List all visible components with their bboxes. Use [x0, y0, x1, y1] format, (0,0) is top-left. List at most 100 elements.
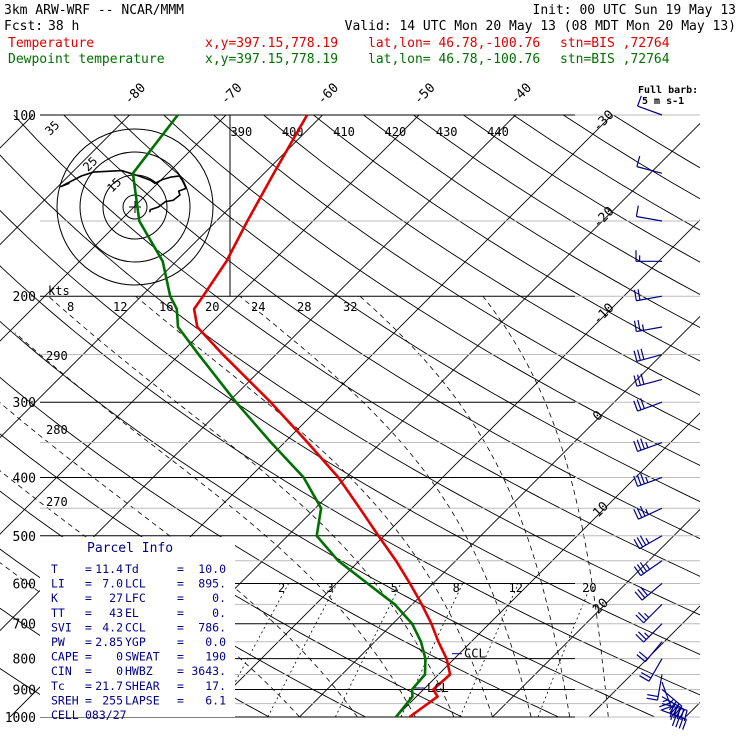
theta-label-top: 440: [487, 125, 509, 139]
parcel-value: 0: [116, 664, 123, 678]
parcel-value: 2.85: [95, 635, 123, 649]
wind-barb-half: [645, 537, 650, 544]
parcel-key: T: [51, 562, 58, 576]
wind-barb-half: [645, 508, 649, 515]
wind-barb-staff: [644, 641, 663, 663]
mixing-ratio-line: [537, 583, 593, 717]
parcel-eq: =: [85, 577, 92, 591]
dry-adiabat: [563, 115, 700, 200]
wind-barb: [635, 250, 662, 262]
parcel-value: 0.: [212, 606, 226, 620]
theta-label-top: 390: [231, 125, 253, 139]
isotherm: [685, 701, 700, 717]
isotherm: [395, 412, 700, 717]
parcel-key: LFC: [125, 591, 146, 605]
parcel-eq: =: [177, 693, 184, 707]
dry-adiabat: [413, 115, 700, 296]
wind-barb-full: [640, 586, 649, 596]
wind-barb-full: [637, 631, 647, 640]
theta-label-left: 280: [46, 423, 68, 437]
parcel-value: 0.: [212, 591, 226, 605]
wind-barb-staff: [636, 215, 663, 222]
legend-temperature-latlon: lat,lon= 46.78,-100.76: [368, 36, 540, 51]
pressure-label-800: 800: [13, 653, 36, 668]
wind-barb-staff: [636, 295, 663, 302]
wind-barb-full: [675, 707, 682, 718]
parcel-eq: =: [85, 591, 92, 605]
parcel-value: 11.4: [95, 562, 123, 576]
parcel-key: CAPE: [51, 650, 79, 664]
wind-barb-full: [637, 319, 641, 332]
parcel-eq: =: [85, 562, 92, 576]
wind-barb-full: [637, 289, 641, 301]
wind-barb: [633, 348, 663, 362]
parcel-value: 083/27: [85, 708, 127, 722]
parcel-value: 43: [109, 606, 123, 620]
wind-barb-full: [640, 348, 645, 360]
wind-barb-full: [635, 633, 645, 643]
isotherm: [0, 115, 227, 342]
mixing-ratio-label: 20: [582, 581, 596, 595]
parcel-eq: =: [177, 620, 184, 634]
wind-barb: [637, 95, 663, 116]
isotherm: [0, 115, 323, 439]
wind-barb-full: [633, 508, 639, 520]
parcel-value: 0: [116, 650, 123, 664]
parcel-key: CELL: [51, 708, 79, 722]
parcel-eq: =: [177, 679, 184, 693]
wind-barbs: [633, 95, 688, 730]
parcel-value: 255: [102, 693, 123, 707]
mixing-ratio-label: 3: [327, 581, 334, 595]
isotherm: [202, 219, 700, 717]
level-marker-lcl: LCL: [427, 681, 449, 695]
legend-temperature-stn: stn=BIS ,72764: [560, 36, 670, 51]
legend-dewpoint: Dewpoint temperature: [8, 52, 165, 67]
wind-barb-half: [662, 699, 669, 703]
wind-barb-half: [645, 441, 649, 448]
dry-adiabat: [513, 115, 700, 231]
wind-barb: [636, 155, 663, 174]
wind-barb-staff: [639, 535, 663, 550]
parcel-eq: =: [85, 693, 92, 707]
init-time: Init: 00 UTC Sun 19 May 13: [533, 3, 737, 18]
parcel-value: 0.0: [205, 635, 226, 649]
wind-barb-full: [633, 440, 639, 452]
wind-barb-full: [633, 475, 639, 487]
parcel-key: CCL: [125, 620, 146, 634]
isotherm-label: -70: [218, 81, 245, 108]
parcel-key: CIN: [51, 664, 72, 678]
parcel-key: PW: [51, 635, 65, 649]
isotherm: [299, 315, 700, 717]
isotherm-label: 20: [590, 596, 612, 618]
wind-barb-full: [671, 703, 680, 713]
parcel-eq: =: [177, 664, 184, 678]
wind-barb-full: [639, 562, 648, 572]
wind-speed-tick: 12: [113, 300, 127, 314]
fcst-value: 38 h: [48, 19, 79, 34]
fcst-label: Fcst:: [4, 19, 43, 34]
wind-barb-full: [678, 717, 684, 729]
wind-barb-full: [639, 505, 646, 517]
parcel-eq: =: [177, 591, 184, 605]
wind-barb-full: [636, 654, 646, 663]
parcel-value: 190: [205, 650, 226, 664]
parcel-key: Td: [125, 562, 139, 576]
wind-barb-staff: [636, 166, 663, 174]
mixing-ratio-label: 8: [453, 581, 460, 595]
wind-barb: [633, 535, 663, 550]
theta-label-left: 290: [46, 349, 68, 363]
wind-barb-full: [640, 438, 645, 450]
parcel-eq: =: [85, 635, 92, 649]
wind-barb-half: [645, 564, 651, 570]
theta-label-left: 270: [46, 495, 68, 509]
legend-dewpoint-latlon: lat,lon= 46.78,-100.76: [368, 52, 540, 67]
wind-barb-staff: [636, 353, 663, 362]
pressure-label-700: 700: [13, 618, 36, 633]
wind-barb-staff: [636, 378, 663, 387]
wind-barb-full: [636, 564, 645, 574]
wind-barb-half: [645, 476, 649, 483]
wind-barb-full: [668, 701, 677, 711]
parcel-key: LAPSE: [125, 693, 160, 707]
wind-barb: [635, 623, 663, 643]
parcel-info-title: Parcel Info: [87, 541, 173, 556]
